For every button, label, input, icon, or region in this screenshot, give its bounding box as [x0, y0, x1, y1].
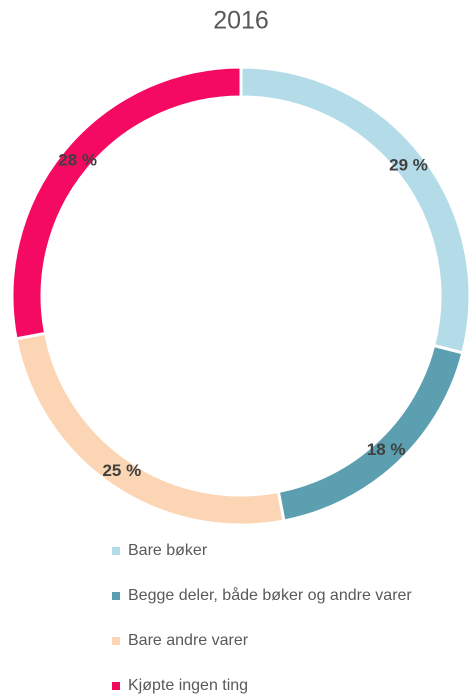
data-label: 28 %	[58, 150, 97, 169]
legend-swatch	[112, 637, 120, 645]
legend-swatch	[112, 547, 120, 555]
data-label: 25 %	[102, 461, 141, 480]
legend-swatch	[112, 682, 120, 690]
legend-label: Kjøpte ingen ting	[128, 677, 248, 694]
data-label: 29 %	[389, 156, 428, 175]
donut-slice	[239, 65, 469, 355]
legend-label: Bare andre varer	[128, 632, 249, 649]
donut-slice	[14, 331, 286, 527]
legend-label: Bare bøker	[128, 542, 208, 559]
legend-swatch	[112, 592, 120, 600]
donut-slice	[276, 343, 465, 523]
legend-label: Begge deler, både bøker og andre varer	[128, 586, 412, 604]
chart-title: 2016	[213, 7, 269, 35]
data-label: 18 %	[367, 440, 406, 459]
donut-slice	[10, 65, 243, 341]
